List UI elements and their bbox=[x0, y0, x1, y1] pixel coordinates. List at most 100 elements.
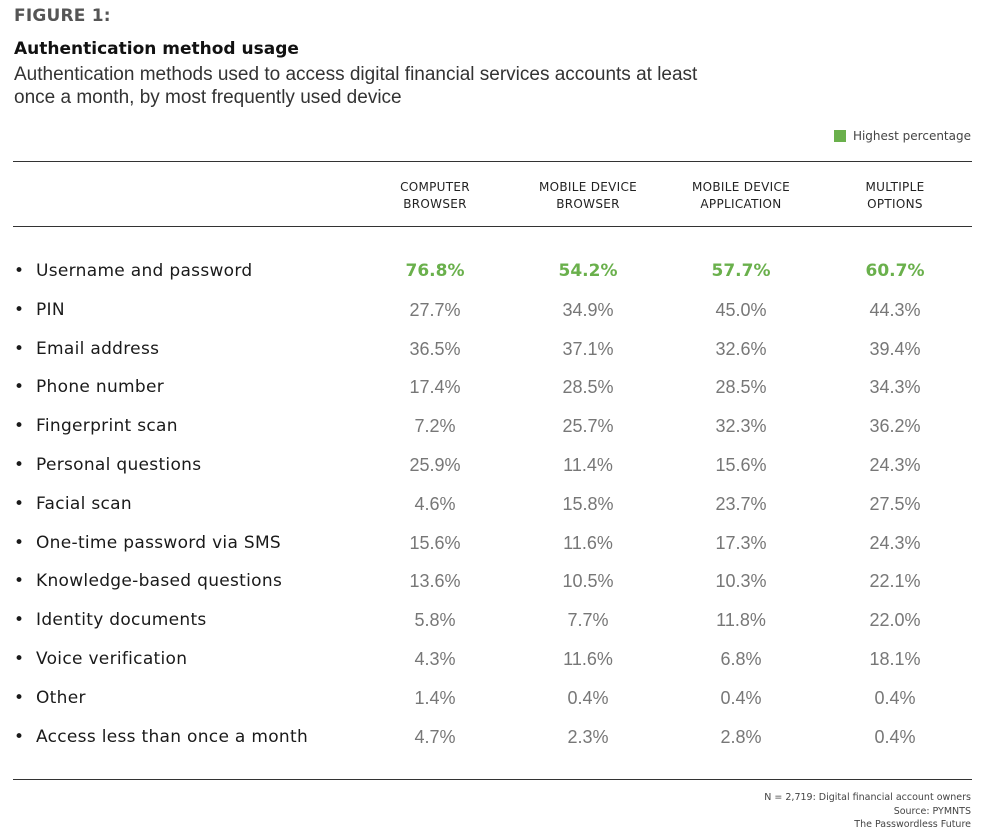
row-label-text: Fingerprint scan bbox=[36, 416, 178, 437]
bullet: • bbox=[14, 610, 25, 631]
cell-multiple-options: 22.1% bbox=[869, 571, 921, 592]
cell-mobile-browser: 15.8% bbox=[562, 493, 614, 514]
bullet: • bbox=[14, 416, 25, 437]
cell-computer-browser: 5.8% bbox=[414, 610, 456, 631]
table-row: • Fingerprint scan 7.2% 25.7% 32.3% 36.2% bbox=[0, 416, 983, 454]
column-header-line: BROWSER bbox=[556, 197, 620, 211]
cell-multiple-options: 27.5% bbox=[869, 493, 921, 514]
chart-title: Authentication method usage bbox=[14, 39, 299, 59]
legend-label: Highest percentage bbox=[852, 129, 971, 143]
cell-multiple-options: 22.0% bbox=[869, 610, 921, 631]
cell-computer-browser: 13.6% bbox=[409, 571, 461, 592]
bullet: • bbox=[14, 532, 25, 553]
cell-mobile-application: 2.8% bbox=[720, 726, 762, 747]
cell-mobile-application: 0.4% bbox=[720, 687, 762, 708]
table-row: • Knowledge-based questions 13.6% 10.5% 10.3… bbox=[0, 571, 983, 609]
row-label-text: Access less than once a month bbox=[36, 726, 309, 747]
row-label-text: One-time password via SMS bbox=[36, 532, 282, 553]
cell-mobile-application: 15.6% bbox=[715, 455, 767, 475]
row-label: • Identity documents bbox=[14, 610, 207, 630]
cell-multiple-options: 24.3% bbox=[869, 532, 921, 553]
cell-computer-browser: 17.4% bbox=[409, 377, 461, 398]
cell-mobile-application: 45.0% bbox=[715, 299, 767, 320]
top-rule bbox=[13, 161, 972, 162]
row-label: • PIN bbox=[14, 300, 65, 320]
legend: Highest percentage bbox=[833, 129, 971, 143]
source-note: Source: PYMNTS bbox=[893, 805, 971, 817]
row-label: • Personal questions bbox=[14, 455, 201, 475]
row-label: • Username and password bbox=[14, 261, 252, 281]
row-label: • Other bbox=[14, 688, 86, 708]
column-header-line: MULTIPLE bbox=[865, 180, 925, 194]
column-header-mobile-application: MOBILE DEVICE APPLICATION bbox=[671, 179, 811, 213]
cell-mobile-browser: 7.7% bbox=[567, 610, 609, 631]
cell-mobile-application: 10.3% bbox=[715, 571, 767, 592]
row-label-text: Other bbox=[36, 687, 86, 708]
cell-mobile-application: 17.3% bbox=[715, 532, 767, 553]
report-name: The Passwordless Future bbox=[854, 819, 971, 830]
cell-mobile-application: 32.6% bbox=[715, 338, 767, 359]
row-label-text: Facial scan bbox=[36, 493, 132, 514]
table-row: • Identity documents 5.8% 7.7% 11.8% 22.0% bbox=[0, 610, 983, 648]
cell-mobile-browser: 37.1% bbox=[562, 338, 614, 359]
figure-label: FIGURE 1: bbox=[14, 6, 111, 26]
cell-computer-browser: 4.3% bbox=[414, 649, 456, 669]
cell-mobile-application: 6.8% bbox=[720, 649, 762, 669]
table-row: • Email address 36.5% 37.1% 32.6% 39.4% bbox=[0, 339, 983, 377]
row-label-text: Username and password bbox=[36, 261, 253, 281]
table-row: • Personal questions 25.9% 11.4% 15.6% 24.3% bbox=[0, 455, 983, 493]
cell-multiple-options: 24.3% bbox=[869, 455, 921, 475]
cell-mobile-browser: 0.4% bbox=[567, 687, 609, 708]
row-label: • Access less than once a month bbox=[14, 727, 308, 747]
table-row: • Voice verification 4.3% 11.6% 6.8% 18.1% bbox=[0, 649, 983, 687]
row-label: • Facial scan bbox=[14, 494, 132, 514]
bullet: • bbox=[14, 261, 25, 281]
sample-note: N = 2,719: Digital financial account own… bbox=[764, 792, 971, 803]
row-label-text: Voice verification bbox=[36, 649, 188, 669]
cell-mobile-browser: 25.7% bbox=[562, 416, 614, 437]
row-label-text: Personal questions bbox=[36, 455, 202, 475]
row-label: • Fingerprint scan bbox=[14, 416, 178, 436]
cell-mobile-browser: 28.5% bbox=[562, 377, 614, 398]
row-label: • Phone number bbox=[14, 377, 164, 397]
bullet: • bbox=[14, 687, 25, 708]
row-label: • Voice verification bbox=[14, 649, 187, 669]
column-header-line: APPLICATION bbox=[700, 197, 782, 211]
table-row: • Facial scan 4.6% 15.8% 23.7% 27.5% bbox=[0, 494, 983, 532]
cell-mobile-browser: 34.9% bbox=[562, 299, 614, 320]
column-header-line: OPTIONS bbox=[867, 197, 923, 211]
legend-swatch bbox=[833, 130, 846, 142]
cell-computer-browser: 27.7% bbox=[409, 299, 461, 320]
table-row: • Other 1.4% 0.4% 0.4% 0.4% bbox=[0, 688, 983, 726]
bullet: • bbox=[14, 299, 25, 320]
cell-computer-browser: 15.6% bbox=[409, 532, 461, 553]
row-label-text: Identity documents bbox=[36, 610, 207, 631]
column-header-mobile-browser: MOBILE DEVICE BROWSER bbox=[518, 179, 658, 213]
header-rule bbox=[13, 226, 972, 227]
column-header-line: COMPUTER bbox=[400, 180, 470, 194]
footnotes: N = 2,719: Digital financial account own… bbox=[764, 791, 971, 832]
cell-mobile-browser: 2.3% bbox=[567, 726, 609, 747]
cell-multiple-options: 0.4% bbox=[874, 726, 916, 747]
column-header-line: BROWSER bbox=[403, 197, 467, 211]
chart-subtitle: Authentication methods used to access di… bbox=[14, 64, 698, 108]
table-row: • Phone number 17.4% 28.5% 28.5% 34.3% bbox=[0, 377, 983, 415]
cell-mobile-application: 23.7% bbox=[715, 493, 767, 514]
cell-multiple-options: 39.4% bbox=[869, 338, 921, 359]
cell-multiple-options: 34.3% bbox=[869, 377, 921, 398]
cell-multiple-options: 36.2% bbox=[869, 416, 921, 437]
cell-mobile-browser: 11.6% bbox=[563, 649, 613, 669]
row-label-text: Knowledge-based questions bbox=[36, 571, 283, 592]
cell-multiple-options: 60.7% bbox=[865, 261, 925, 281]
bullet: • bbox=[14, 377, 25, 398]
cell-computer-browser: 76.8% bbox=[405, 261, 465, 281]
cell-mobile-browser: 11.6% bbox=[563, 532, 613, 553]
cell-multiple-options: 44.3% bbox=[869, 299, 921, 320]
table-row: • PIN 27.7% 34.9% 45.0% 44.3% bbox=[0, 300, 983, 338]
row-label-text: PIN bbox=[36, 299, 65, 320]
cell-computer-browser: 4.6% bbox=[414, 493, 456, 514]
row-label: • Knowledge-based questions bbox=[14, 571, 282, 591]
cell-mobile-browser: 11.4% bbox=[563, 455, 613, 475]
bullet: • bbox=[14, 649, 25, 669]
bullet: • bbox=[14, 455, 25, 475]
